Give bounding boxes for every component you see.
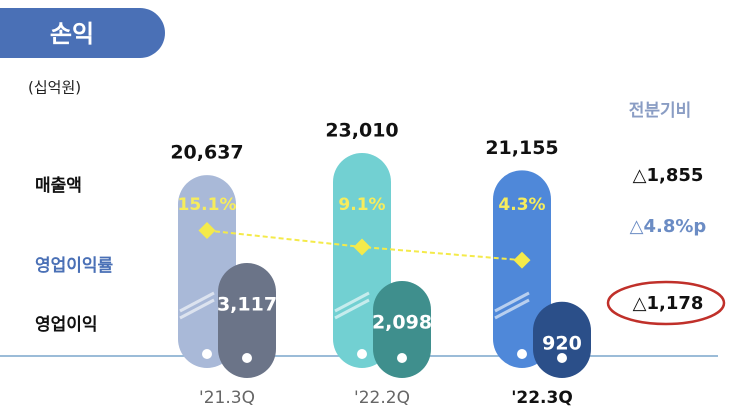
- operating-profit-bar: [373, 280, 431, 378]
- x-tick-label: '21.3Q: [199, 388, 255, 408]
- margin-marker: [353, 238, 371, 256]
- unit: (십억원): [28, 79, 81, 97]
- row-label: 영업이익: [35, 315, 98, 335]
- dot: [557, 353, 567, 363]
- stripe: [334, 291, 370, 313]
- dot: [357, 349, 367, 359]
- revenue-label: 21,155: [485, 137, 558, 159]
- comparison-value: △1,178: [633, 293, 704, 314]
- margin-label: 4.3%: [498, 195, 545, 215]
- operating-profit-bar: [218, 263, 276, 378]
- x-tick-label: '22.3Q: [511, 388, 573, 408]
- title: 손익: [50, 20, 94, 48]
- stripe: [494, 291, 530, 313]
- comparison-title: 전분기비: [629, 101, 692, 121]
- stripe: [179, 291, 215, 313]
- operating-profit-label: 920: [542, 332, 582, 354]
- dot: [202, 349, 212, 359]
- dot: [397, 353, 407, 363]
- operating-profit-label: 2,098: [372, 311, 432, 333]
- x-tick-label: '22.2Q: [354, 388, 410, 408]
- comparison-value: △1,855: [633, 165, 704, 186]
- margin-marker: [198, 221, 216, 239]
- stripe: [179, 298, 215, 320]
- revenue-label: 23,010: [325, 120, 398, 142]
- stripe: [494, 298, 530, 320]
- margin-label: 9.1%: [338, 195, 385, 215]
- operating-profit-label: 3,117: [217, 294, 277, 316]
- margin-label: 15.1%: [178, 195, 237, 215]
- dot: [517, 349, 527, 359]
- revenue-label: 20,637: [170, 142, 243, 164]
- comparison-value: △4.8%p: [630, 216, 707, 237]
- highlight-circle: [606, 280, 726, 326]
- operating-profit-bar: [533, 301, 591, 378]
- dot: [242, 353, 252, 363]
- title-pill: [0, 8, 165, 58]
- row-label: 매출액: [35, 176, 82, 196]
- stripe: [334, 298, 370, 320]
- row-label: 영업이익률: [35, 256, 114, 276]
